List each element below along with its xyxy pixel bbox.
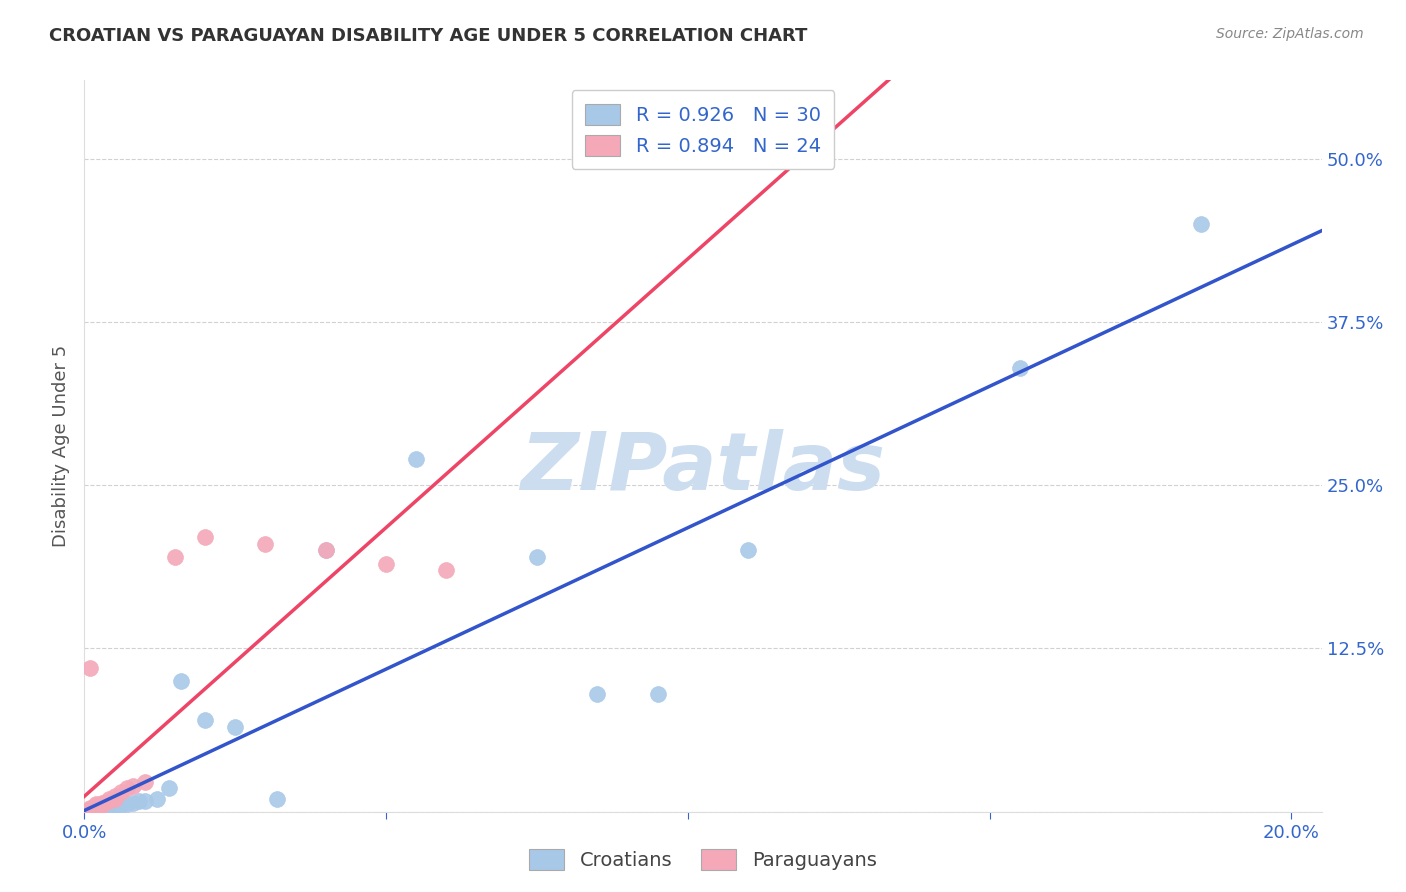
Point	[86, 799, 108, 814]
Point	[110, 798, 132, 813]
Point	[266, 791, 288, 805]
Point	[737, 543, 759, 558]
Y-axis label: Disability Age Under 5: Disability Age Under 5	[52, 345, 70, 547]
Point	[134, 774, 156, 789]
Point	[97, 794, 120, 808]
Text: ZIPatlas: ZIPatlas	[520, 429, 886, 507]
Point	[86, 802, 108, 816]
Point	[97, 791, 120, 805]
Point	[91, 801, 114, 815]
Point	[405, 452, 427, 467]
Point	[79, 661, 101, 675]
Point	[170, 674, 193, 689]
Point	[79, 802, 101, 816]
Point	[194, 530, 217, 544]
Point	[163, 549, 186, 564]
Legend: R = 0.926   N = 30, R = 0.894   N = 24: R = 0.926 N = 30, R = 0.894 N = 24	[572, 90, 834, 169]
Legend: Croatians, Paraguayans: Croatians, Paraguayans	[522, 841, 884, 878]
Point	[110, 785, 132, 799]
Point	[436, 563, 458, 577]
Point	[91, 796, 114, 810]
Point	[86, 798, 108, 813]
Point	[79, 802, 101, 816]
Point	[103, 798, 125, 813]
Point	[128, 794, 150, 808]
Point	[134, 794, 156, 808]
Point	[146, 791, 169, 805]
Point	[121, 796, 143, 810]
Point	[79, 804, 101, 818]
Point	[315, 543, 337, 558]
Point	[86, 801, 108, 815]
Point	[115, 797, 138, 811]
Text: Source: ZipAtlas.com: Source: ZipAtlas.com	[1216, 27, 1364, 41]
Point	[97, 801, 120, 815]
Point	[103, 791, 125, 805]
Point	[91, 802, 114, 816]
Point	[526, 549, 548, 564]
Point	[86, 797, 108, 811]
Point	[91, 799, 114, 814]
Point	[375, 557, 398, 571]
Point	[157, 781, 180, 796]
Point	[115, 781, 138, 796]
Point	[1008, 360, 1031, 375]
Point	[103, 789, 125, 803]
Point	[91, 798, 114, 813]
Point	[194, 714, 217, 728]
Point	[224, 720, 246, 734]
Point	[97, 798, 120, 813]
Point	[121, 779, 143, 793]
Point	[79, 801, 101, 815]
Point	[315, 543, 337, 558]
Point	[103, 799, 125, 814]
Text: CROATIAN VS PARAGUAYAN DISABILITY AGE UNDER 5 CORRELATION CHART: CROATIAN VS PARAGUAYAN DISABILITY AGE UN…	[49, 27, 807, 45]
Point	[86, 801, 108, 815]
Point	[91, 797, 114, 811]
Point	[1189, 217, 1212, 231]
Point	[586, 687, 609, 701]
Point	[254, 537, 277, 551]
Point	[647, 687, 669, 701]
